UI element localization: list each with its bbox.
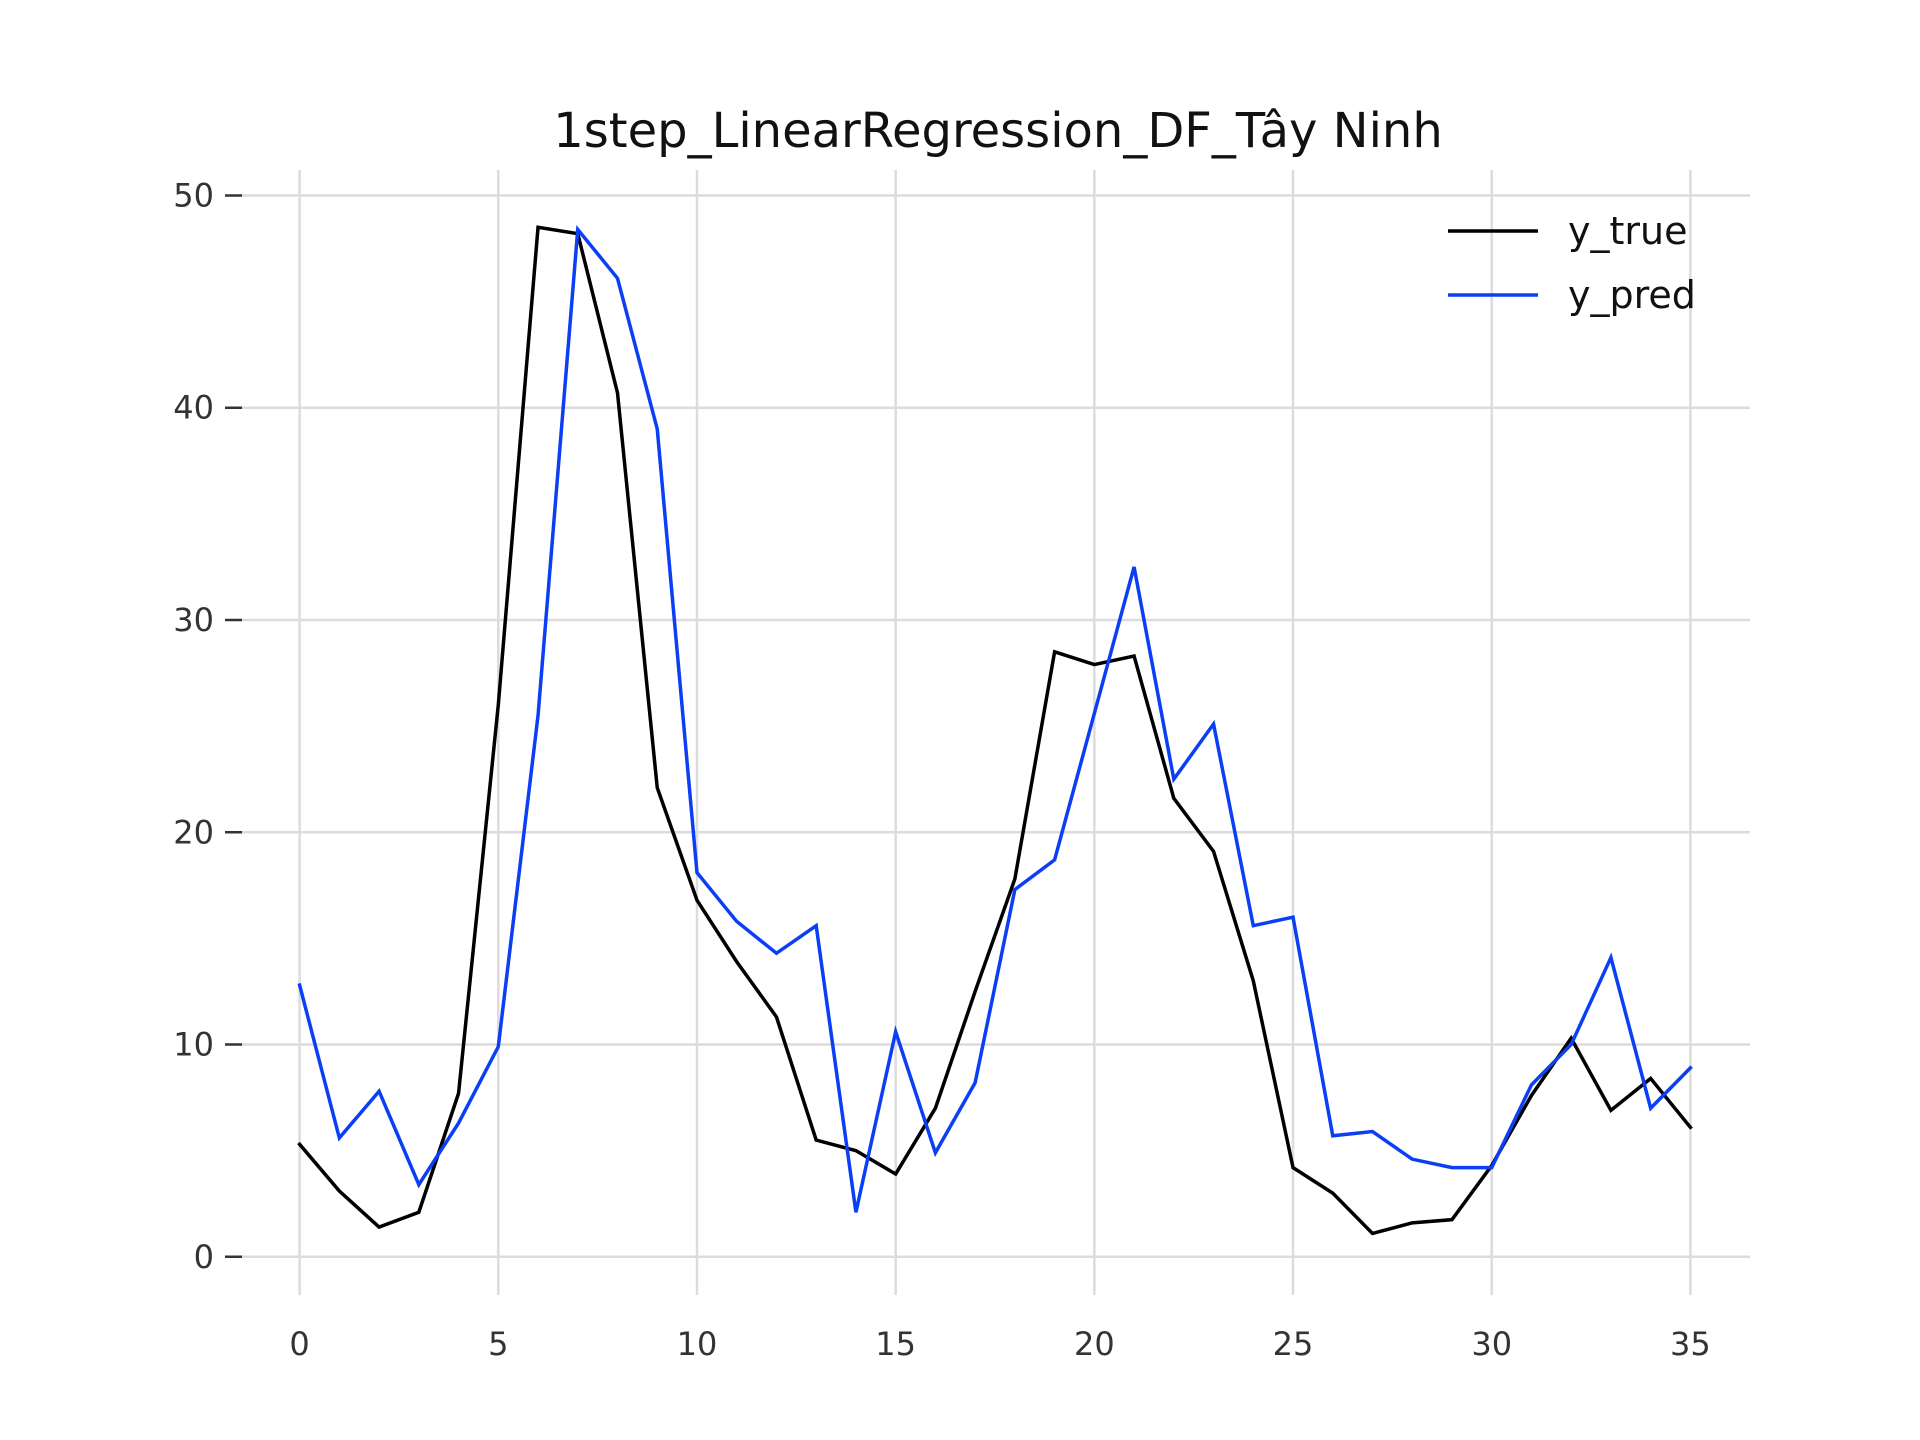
axis-layer: 0 5 10 15 20 25 30 35 0 10 20 30 40 50 [173,176,1710,1363]
x-tick-label: 10 [677,1325,718,1363]
y-tick-label: 50 [173,176,214,214]
grid-layer [240,170,1750,1295]
legend-label-y-pred: y_pred [1568,273,1696,317]
x-tick-label: 35 [1670,1325,1711,1363]
y-tick-label: 10 [173,1026,214,1064]
series-line-y-pred [297,224,1693,1213]
y-tick-label: 0 [194,1238,214,1276]
y-tick-label: 20 [173,813,214,851]
x-tick-label: 5 [488,1325,508,1363]
x-tick-label: 0 [289,1325,309,1363]
x-tick-label: 20 [1074,1325,1115,1363]
chart-title: 1step_LinearRegression_DF_Tây Ninh [553,103,1443,159]
series-layer [297,224,1693,1236]
series-line-y-true [297,225,1693,1236]
y-tick-label: 30 [173,601,214,639]
x-tick-label: 15 [875,1325,916,1363]
x-tick-label: 25 [1273,1325,1314,1363]
legend-label-y-true: y_true [1568,209,1687,253]
x-tick-label: 30 [1471,1325,1512,1363]
y-tick-label: 40 [173,389,214,427]
legend: y_true y_pred [1448,209,1696,317]
